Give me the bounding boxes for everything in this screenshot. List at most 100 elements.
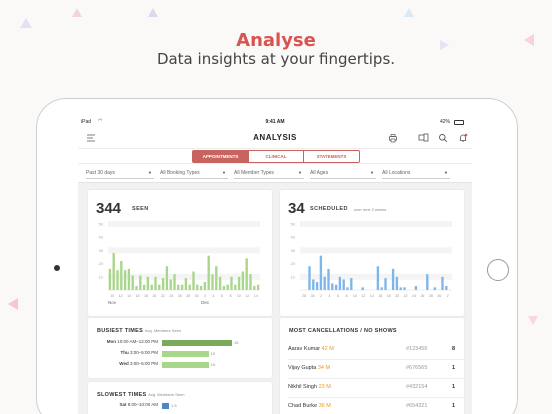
y-tick-label: 40 (99, 235, 104, 240)
chart-bar (399, 287, 402, 290)
chart-bar (323, 276, 326, 290)
time-range-label: 8:00–10:00 AM (126, 402, 158, 407)
chart-bar (426, 274, 429, 290)
cancellation-row[interactable]: Chad Burke 36 M #654321 1 (288, 397, 464, 414)
hero-title: Analyse (236, 30, 316, 51)
chart-bar (120, 260, 123, 290)
y-tick-label: 10 (99, 274, 104, 279)
cancellation-row[interactable]: Aarav Kumar 42 M #123456 8 (288, 340, 464, 360)
chevron-down-icon: ▼ (444, 170, 448, 175)
app-bar: ANALYSIS (78, 127, 472, 149)
patient-id: #676565 (406, 365, 428, 371)
filter-date-range[interactable]: Past 30 days ▼ (86, 168, 154, 179)
patient-age: 42 M (321, 346, 334, 352)
tab-clinical[interactable]: CLINICAL (248, 151, 303, 162)
cancellation-row[interactable]: Nikhil Singh 23 M #432154 1 (288, 378, 464, 398)
tab-statements[interactable]: STATEMENTS (303, 151, 359, 162)
cancellation-count: 1 (452, 365, 456, 371)
slowest-title: SLOWEST TIMES Avg. Members Seen (97, 392, 184, 398)
scheduled-label: SCHEDULED (310, 206, 348, 212)
patient-name: Nikhil Singh 23 M (288, 384, 331, 390)
patient-name: Vijay Gupta 34 M (288, 365, 330, 371)
y-tick-label: 40 (291, 235, 296, 240)
segmented-tabs: APPOINTMENTS CLINICAL STATEMENTS (78, 149, 472, 163)
x-tick-label: 12 (361, 294, 365, 298)
time-row-label: Sat 8:00–10:00 AM (106, 402, 158, 407)
chart-bar (131, 275, 134, 290)
filter-bar: Past 30 days ▼ All Booking Types ▼ All Mem… (78, 163, 472, 183)
grid-band (300, 247, 452, 254)
y-tick-label: 50 (99, 222, 104, 227)
x-tick-label: 30 (437, 294, 441, 298)
decor-triangle (20, 18, 32, 28)
app-screen: iPad ◠ 9:41 AM 42% ANALYSIS APPOINTMENTS… (78, 118, 472, 414)
scheduled-count: 34 (288, 200, 305, 217)
x-tick-label: 2 (320, 294, 322, 298)
x-tick-label: 18 (144, 294, 148, 298)
slowest-times-card: SLOWEST TIMES Avg. Members Seen Sat 8:00… (88, 382, 272, 414)
chart-bar (165, 266, 169, 290)
time-value: 1.5 (171, 403, 177, 408)
x-tick-label: 12 (245, 294, 249, 298)
decor-triangle (440, 40, 449, 50)
chart-bar (173, 274, 176, 290)
decor-triangle (148, 8, 158, 17)
x-tick-label: 28 (186, 294, 190, 298)
grid-band (108, 234, 260, 241)
x-tick-label: 22 (404, 294, 408, 298)
patient-id: #123456 (406, 346, 428, 352)
page-title: ANALYSIS (253, 133, 297, 142)
x-tick-label: 20 (395, 294, 399, 298)
x-tick-label: 2 (447, 294, 449, 298)
tab-appointments[interactable]: APPOINTMENTS (193, 151, 248, 162)
chart-bar (135, 286, 138, 290)
wifi-icon: ◠ (98, 118, 103, 124)
filter-booking-types[interactable]: All Booking Types ▼ (160, 168, 228, 179)
x-tick-label: 18 (387, 294, 391, 298)
chart-bar (207, 255, 210, 290)
print-icon[interactable] (388, 133, 398, 143)
patient-name: Chad Burke 36 M (288, 403, 331, 409)
chart-bar (218, 276, 222, 290)
x-tick-label: 20 (152, 294, 156, 298)
x-tick-label: 6 (337, 294, 339, 298)
chart-bar (319, 255, 323, 290)
x-tick-label: 14 (127, 294, 131, 298)
battery-icon (454, 120, 464, 125)
slowest-subtitle: Avg. Members Seen (148, 392, 185, 397)
time-row-label: Thu 3:00–5:00 PM (106, 350, 158, 355)
decor-triangle (404, 8, 414, 17)
slowest-title-text: SLOWEST TIMES (97, 392, 147, 398)
time-row: Wed 3:00–5:00 PM 10 (106, 361, 266, 369)
filter-label: All Ages (310, 170, 329, 176)
filter-label: All Locations (382, 170, 411, 176)
patient-name: Aarav Kumar 42 M (288, 346, 334, 352)
devices-icon[interactable] (418, 133, 429, 143)
chart-bar (433, 287, 437, 290)
grid-band (108, 273, 260, 280)
chart-bar (192, 271, 195, 290)
x-tick-label: 10 (237, 294, 241, 298)
device-name: iPad (81, 119, 92, 125)
time-value: 15 (234, 340, 239, 345)
chart-bar (139, 275, 142, 290)
time-row-label: Wed 3:00–5:00 PM (106, 361, 158, 366)
x-tick-label: 14 (370, 294, 374, 298)
grid-band (300, 260, 452, 267)
x-tick-label: 16 (378, 294, 382, 298)
menu-icon[interactable] (86, 133, 96, 143)
time-row: Sat 8:00–10:00 AM 1.5 (106, 402, 266, 410)
patient-age: 34 M (317, 365, 331, 371)
cancellation-row[interactable]: Vijay Gupta 34 M #676565 1 (288, 359, 464, 379)
bell-icon[interactable] (458, 133, 468, 143)
chart-bar (161, 278, 165, 290)
filter-ages[interactable]: All Ages ▼ (310, 168, 376, 179)
chart-bar (342, 279, 345, 290)
cancellation-count: 8 (452, 346, 456, 352)
search-icon[interactable] (438, 133, 448, 143)
filter-locations[interactable]: All Locations ▼ (382, 168, 450, 179)
decor-triangle (528, 316, 538, 325)
filter-member-types[interactable]: All Member Types ▼ (234, 168, 304, 179)
chart-bar (334, 284, 338, 290)
